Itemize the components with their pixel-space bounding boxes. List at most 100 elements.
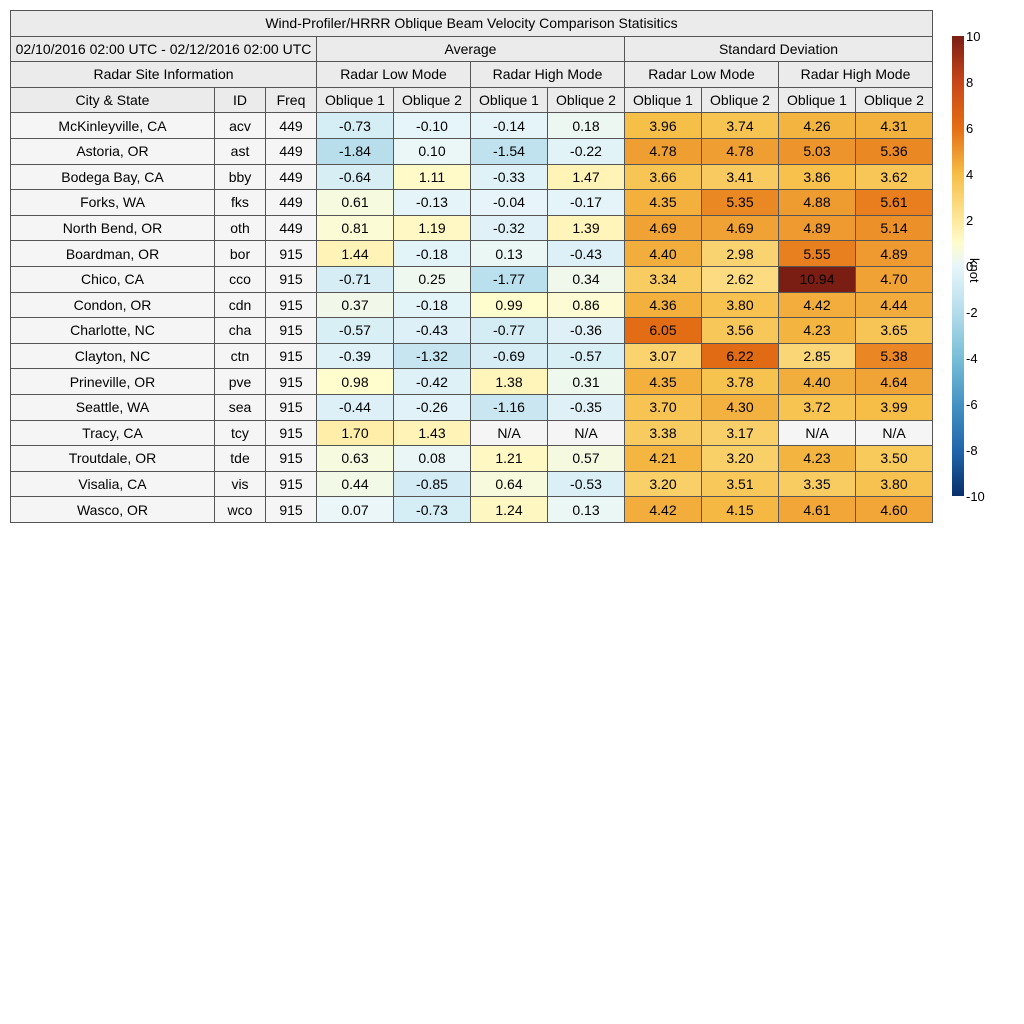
value-cell: -1.32 (393, 342, 471, 370)
site-id: sea (214, 393, 266, 421)
site-id: tde (214, 445, 266, 472)
value-cell: 4.35 (624, 189, 702, 216)
value-cell: 0.18 (547, 112, 625, 139)
value-cell: -1.84 (316, 137, 394, 165)
value-cell: 4.26 (778, 112, 856, 139)
value-cell: 3.72 (778, 393, 856, 421)
value-cell: 4.61 (778, 496, 856, 523)
site-freq: 449 (265, 112, 317, 139)
value-cell: -0.33 (470, 163, 548, 191)
value-cell: 4.30 (701, 393, 779, 421)
value-cell: 2.85 (778, 342, 856, 370)
table-row: Wasco, OR wco 915 0.07 -0.73 1.24 0.13 4.42 4.15… (10, 496, 933, 523)
value-cell: 5.36 (855, 137, 933, 165)
site-id: vis (214, 470, 266, 498)
site-freq: 915 (265, 393, 317, 421)
value-cell: 0.10 (393, 137, 471, 165)
table-row: McKinleyville, CA acv 449 -0.73 -0.10 -0.14 0.… (10, 112, 933, 139)
value-cell: 4.21 (624, 445, 702, 472)
group-std-header: Standard Deviation (624, 35, 933, 63)
value-cell: 3.56 (701, 317, 779, 344)
value-cell: 4.42 (778, 291, 856, 319)
site-freq: 915 (265, 342, 317, 370)
site-freq: 915 (265, 265, 317, 293)
value-cell: -0.35 (547, 393, 625, 421)
value-cell: N/A (855, 419, 933, 447)
value-cell: -0.04 (470, 189, 548, 216)
value-cell: N/A (547, 419, 625, 447)
table-row: Charlotte, NC cha 915 -0.57 -0.43 -0.77 -0.36 6… (10, 317, 933, 344)
value-cell: 4.35 (624, 368, 702, 395)
value-cell: 4.70 (855, 265, 933, 293)
value-cell: 3.51 (701, 470, 779, 498)
table-row: Troutdale, OR tde 915 0.63 0.08 1.21 0.57 4.21 3… (10, 445, 933, 472)
site-freq: 915 (265, 368, 317, 395)
value-cell: 0.34 (547, 265, 625, 293)
value-cell: 4.40 (778, 368, 856, 395)
colorbar-gradient (952, 36, 964, 496)
table-row: Astoria, OR ast 449 -1.84 0.10 -1.54 -0.22 4.78… (10, 137, 933, 165)
value-cell: 5.61 (855, 189, 933, 216)
value-cell: 1.11 (393, 163, 471, 191)
value-cell: 5.55 (778, 240, 856, 267)
table-title: Wind-Profiler/HRRR Oblique Beam Velocity… (10, 10, 933, 37)
value-cell: 1.38 (470, 368, 548, 395)
colorbar-tick-label: 10 (966, 29, 981, 44)
value-cell: 0.08 (393, 445, 471, 472)
value-cell: 0.64 (470, 470, 548, 498)
site-city: North Bend, OR (10, 214, 215, 242)
mode-header: Radar Low Mode (316, 61, 471, 88)
value-cell: -0.17 (547, 189, 625, 216)
site-city: Wasco, OR (10, 496, 215, 523)
site-id: ctn (214, 342, 266, 370)
site-id: pve (214, 368, 266, 395)
site-freq: 915 (265, 470, 317, 498)
mode-header: Radar High Mode (470, 61, 625, 88)
site-info-header: Radar Site Information (10, 61, 317, 88)
value-cell: 4.31 (855, 112, 933, 139)
period-label: 02/10/2016 02:00 UTC - 02/12/2016 02:00 … (10, 35, 317, 63)
site-freq: 915 (265, 496, 317, 523)
value-cell: -0.42 (393, 368, 471, 395)
value-cell: 5.38 (855, 342, 933, 370)
value-cell: 3.70 (624, 393, 702, 421)
value-cell: 4.88 (778, 189, 856, 216)
value-cell: 2.98 (701, 240, 779, 267)
mode-header: Radar Low Mode (624, 61, 779, 88)
value-cell: 3.80 (701, 291, 779, 319)
site-city: Troutdale, OR (10, 445, 215, 472)
value-cell: 3.86 (778, 163, 856, 191)
value-cell: -0.77 (470, 317, 548, 344)
colorbar-tick-label: -2 (966, 305, 978, 320)
site-id: ast (214, 137, 266, 165)
site-city: Bodega Bay, CA (10, 163, 215, 191)
site-city: Tracy, CA (10, 419, 215, 447)
value-cell: 5.35 (701, 189, 779, 216)
value-cell: 4.44 (855, 291, 933, 319)
value-cell: 4.78 (701, 137, 779, 165)
value-cell: 2.62 (701, 265, 779, 293)
value-cell: -0.57 (316, 317, 394, 344)
value-cell: 6.05 (624, 317, 702, 344)
table-row: Prineville, OR pve 915 0.98 -0.42 1.38 0.31 4.3… (10, 368, 933, 395)
column-header: Oblique 1 (316, 86, 394, 114)
site-freq: 449 (265, 189, 317, 216)
value-cell: 0.13 (470, 240, 548, 267)
value-cell: 4.89 (778, 214, 856, 242)
site-freq: 915 (265, 317, 317, 344)
table-row: North Bend, OR oth 449 0.81 1.19 -0.32 1.39 4.6… (10, 214, 933, 242)
table-body: McKinleyville, CA acv 449 -0.73 -0.10 -0.14 0.… (10, 112, 933, 523)
value-cell: 3.96 (624, 112, 702, 139)
value-cell: -0.32 (470, 214, 548, 242)
value-cell: -0.26 (393, 393, 471, 421)
value-cell: 3.41 (701, 163, 779, 191)
value-cell: 0.99 (470, 291, 548, 319)
site-city: Condon, OR (10, 291, 215, 319)
site-id: cco (214, 265, 266, 293)
value-cell: 3.17 (701, 419, 779, 447)
value-cell: 0.98 (316, 368, 394, 395)
colorbar-tick-label: 2 (966, 213, 974, 228)
value-cell: 3.20 (701, 445, 779, 472)
value-cell: -1.54 (470, 137, 548, 165)
value-cell: 3.35 (778, 470, 856, 498)
